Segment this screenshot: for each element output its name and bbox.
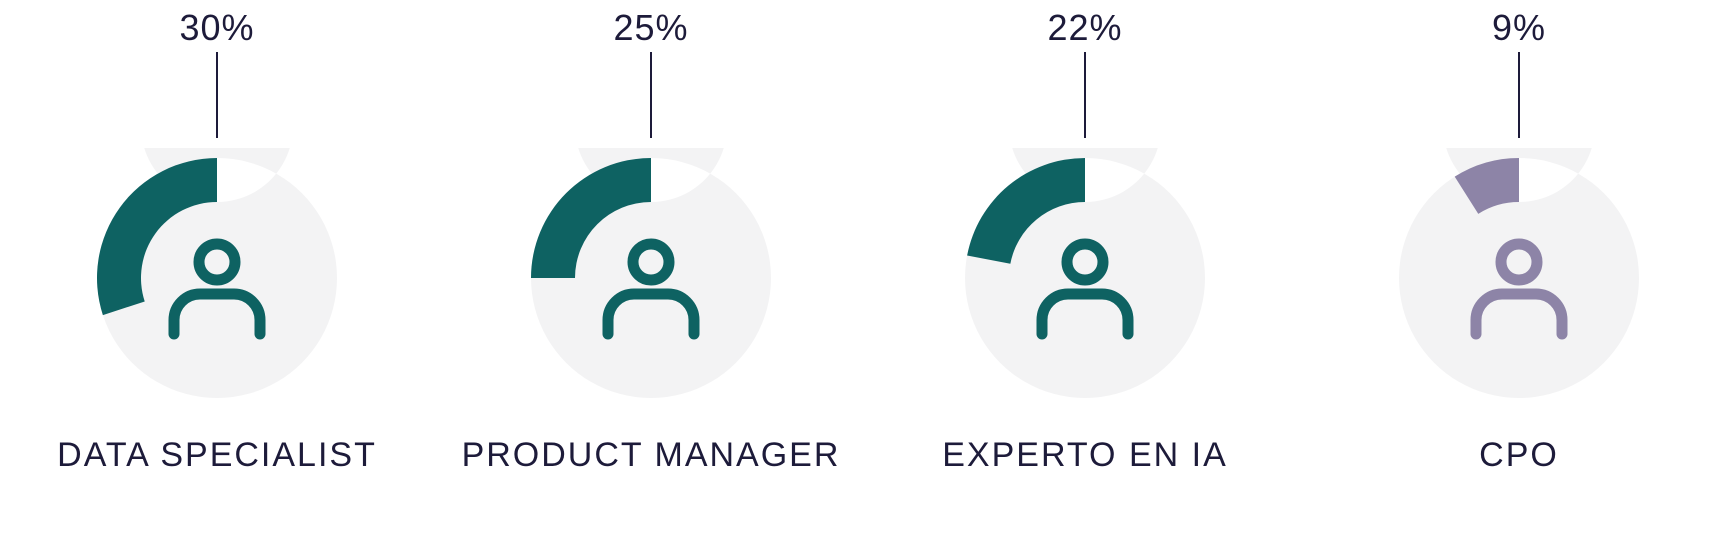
donut-chart xyxy=(521,148,781,408)
role-card: 25% PRODUCT MANAGER xyxy=(434,0,868,475)
role-card: 30% DATA SPECIALIST xyxy=(0,0,434,475)
role-card: 9% CPO xyxy=(1302,0,1736,475)
leader-line xyxy=(650,52,652,138)
role-card: 22% EXPERTO EN IA xyxy=(868,0,1302,475)
leader-line xyxy=(216,52,218,138)
percent-label: 22% xyxy=(1047,10,1122,46)
donut-track xyxy=(1399,148,1639,398)
percent-label: 25% xyxy=(613,10,688,46)
role-label: PRODUCT MANAGER xyxy=(462,436,841,475)
donut-chart xyxy=(87,148,347,408)
role-label: DATA SPECIALIST xyxy=(57,436,377,475)
role-label: CPO xyxy=(1479,436,1559,475)
percent-label: 30% xyxy=(179,10,254,46)
percent-label: 9% xyxy=(1492,10,1546,46)
donut-chart xyxy=(955,148,1215,408)
role-donut-row: 30% DATA SPECIALIST25% PRODUCT MANAGER22… xyxy=(0,0,1736,556)
donut-chart xyxy=(1389,148,1649,408)
leader-line xyxy=(1084,52,1086,138)
donut-track xyxy=(965,148,1205,398)
leader-line xyxy=(1518,52,1520,138)
role-label: EXPERTO EN IA xyxy=(942,436,1228,475)
